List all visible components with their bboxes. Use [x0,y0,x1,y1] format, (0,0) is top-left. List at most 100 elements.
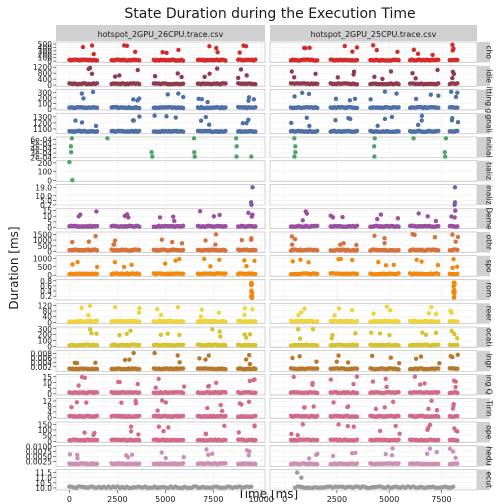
data-point [127,357,132,362]
data-point [436,366,441,371]
data-point [80,44,86,50]
data-point [223,248,228,253]
data-point [377,428,383,434]
data-point [427,422,433,428]
data-point [208,264,213,269]
data-point [289,431,294,437]
data-point [128,424,134,429]
data-point [203,114,209,120]
data-point [94,209,99,214]
row-strip-bg [477,422,490,443]
data-point [295,433,300,438]
data-point [242,258,247,263]
data-point [87,303,93,309]
data-point [180,413,186,419]
x-tick-label: 2500 [327,495,347,504]
data-point [313,452,319,458]
panel-background [55,255,266,277]
data-point [396,343,401,348]
data-point [370,379,376,384]
data-point [436,105,441,110]
data-point [451,71,457,77]
data-point [435,67,440,73]
data-point [411,136,416,141]
panel-background [55,136,266,158]
data-point [177,332,182,338]
data-point [436,342,441,347]
facet-panels: hotspot_2GPU_26CPU.trace.csv hotspot_2GPU… [26,25,494,504]
data-point [396,271,401,276]
data-point [137,342,142,348]
data-point [310,382,315,387]
data-point [180,342,186,347]
data-point [177,360,182,365]
data-point [296,327,301,332]
data-point [236,430,241,435]
data-point [198,118,204,123]
data-point [429,304,434,310]
data-point [207,71,212,76]
row-strip-bg [477,445,490,467]
data-point [354,105,360,111]
data-point [428,92,433,97]
data-point [453,379,458,384]
data-point [341,241,346,246]
data-point [374,47,379,53]
data-point [213,242,218,247]
data-point [433,218,439,224]
data-point [418,382,423,387]
data-point [218,334,223,339]
data-point [234,144,239,149]
data-point [94,264,100,270]
data-point [249,288,254,293]
row-strip-label: Initial [485,137,494,158]
data-point [205,99,210,105]
data-point [126,215,131,220]
y-tick-label: 5 [47,384,52,393]
data-point [91,432,96,438]
data-point [394,91,399,96]
data-point [218,402,223,408]
data-point [137,105,142,111]
data-point [192,154,197,159]
data-point [434,449,439,455]
data-point [155,408,160,413]
data-point [342,43,347,49]
data-point [382,405,387,410]
data-point [180,129,186,134]
data-point [436,319,441,324]
y-tick-label: 0 [47,413,52,422]
y-tick-label: 0 [47,224,52,233]
y-tick-label: 0 [47,105,52,114]
data-point [248,237,254,243]
data-point [131,97,136,102]
data-point [451,401,456,407]
data-point [233,136,239,141]
data-point [93,123,99,129]
data-point [419,118,424,123]
data-point [375,216,380,222]
data-point [395,49,400,54]
data-point [455,352,460,357]
row-strip-bg [477,303,490,324]
row-strip-label: rom [485,282,494,297]
data-point [94,342,100,348]
data-point [310,326,316,332]
data-point [335,75,340,80]
data-point [354,82,360,87]
data-point [217,329,222,334]
data-point [111,242,116,247]
data-point [452,331,457,337]
y-tick-label: 0 [47,57,52,66]
data-point [122,357,128,363]
data-point [292,94,297,99]
y-tick-label: 19.0 [35,183,52,192]
y-tick-label: 10.0 [35,192,52,201]
row-strip-bg [477,160,490,182]
data-point [248,200,254,205]
data-point [202,256,207,262]
y-tick-label: 0.4 [40,287,52,296]
data-point [383,376,388,382]
data-point [157,215,163,220]
x-tick-label: 5000 [379,495,399,504]
